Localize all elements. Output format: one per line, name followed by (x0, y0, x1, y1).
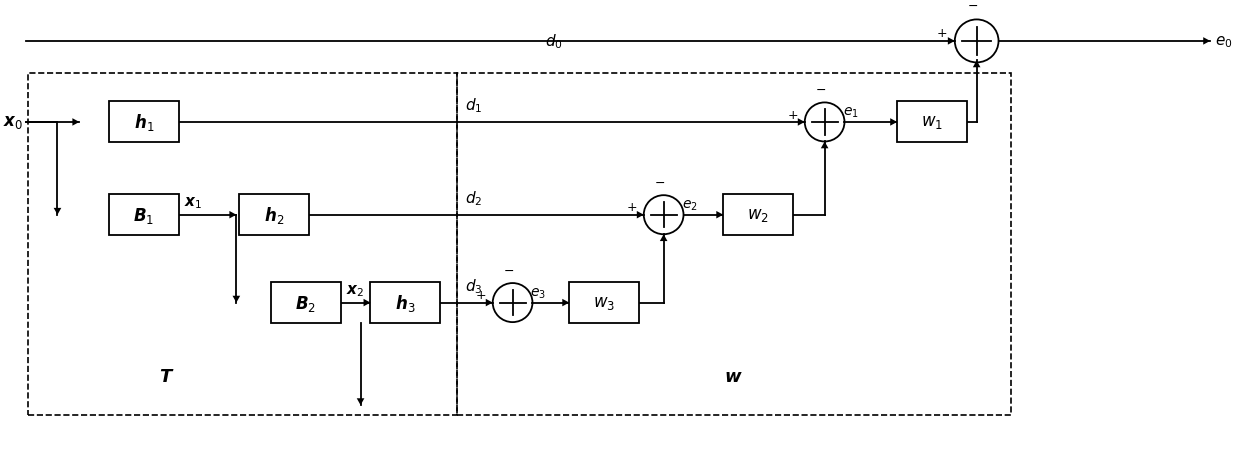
Bar (457, 74, 1011, 415)
Text: $-$: $-$ (503, 263, 514, 276)
Polygon shape (233, 296, 240, 303)
Text: $d_1$: $d_1$ (465, 96, 482, 115)
Bar (271, 282, 341, 323)
Bar (27, 74, 457, 415)
Text: $e_1$: $e_1$ (843, 106, 859, 120)
Bar (109, 102, 178, 143)
Text: $\boldsymbol{x}_1$: $\boldsymbol{x}_1$ (183, 195, 202, 210)
Text: $w_1$: $w_1$ (921, 114, 943, 131)
Polygon shape (72, 119, 79, 126)
Polygon shape (229, 212, 237, 219)
Text: $\boldsymbol{h}_3$: $\boldsymbol{h}_3$ (395, 292, 415, 313)
Text: $-$: $-$ (654, 175, 665, 189)
Text: $e_2$: $e_2$ (681, 198, 698, 213)
Text: $e_0$: $e_0$ (1215, 34, 1233, 50)
Polygon shape (716, 212, 724, 219)
Text: $w_3$: $w_3$ (593, 295, 615, 311)
Text: $\boldsymbol{B}_1$: $\boldsymbol{B}_1$ (134, 205, 155, 225)
Bar (109, 195, 178, 236)
Bar (724, 195, 793, 236)
Text: $\boldsymbol{x}_0$: $\boldsymbol{x}_0$ (4, 114, 24, 131)
Bar (897, 102, 966, 143)
Polygon shape (973, 61, 980, 68)
Text: $\boldsymbol{h}_1$: $\boldsymbol{h}_1$ (134, 112, 154, 133)
Bar (569, 282, 639, 323)
Bar (370, 282, 440, 323)
Polygon shape (357, 398, 364, 405)
Polygon shape (563, 299, 569, 307)
Text: $\boldsymbol{T}$: $\boldsymbol{T}$ (159, 367, 175, 385)
Polygon shape (637, 212, 644, 219)
Text: +: + (788, 108, 798, 121)
Polygon shape (486, 299, 493, 307)
Text: $e_3$: $e_3$ (530, 286, 546, 300)
Text: $\boldsymbol{h}_2$: $\boldsymbol{h}_2$ (264, 205, 284, 226)
Polygon shape (948, 38, 955, 46)
Text: $\boldsymbol{w}$: $\boldsymbol{w}$ (724, 367, 742, 385)
Text: $d_0$: $d_0$ (545, 32, 564, 51)
Text: $-$: $-$ (966, 0, 978, 12)
Polygon shape (660, 235, 668, 242)
Polygon shape (53, 208, 61, 215)
Text: $\boldsymbol{x}_2$: $\boldsymbol{x}_2$ (346, 282, 364, 298)
Polygon shape (1203, 38, 1211, 46)
Text: +: + (476, 289, 486, 302)
Text: $-$: $-$ (815, 83, 826, 96)
Text: $\boldsymbol{B}_2$: $\boldsymbol{B}_2$ (295, 293, 316, 313)
Bar (239, 195, 309, 236)
Polygon shape (890, 119, 897, 126)
Text: $d_3$: $d_3$ (465, 276, 482, 295)
Polygon shape (798, 119, 805, 126)
Polygon shape (363, 299, 370, 307)
Text: +: + (627, 201, 637, 214)
Polygon shape (820, 142, 829, 149)
Text: +: + (937, 27, 947, 40)
Text: $w_2$: $w_2$ (747, 207, 769, 224)
Text: $d_2$: $d_2$ (465, 189, 482, 207)
